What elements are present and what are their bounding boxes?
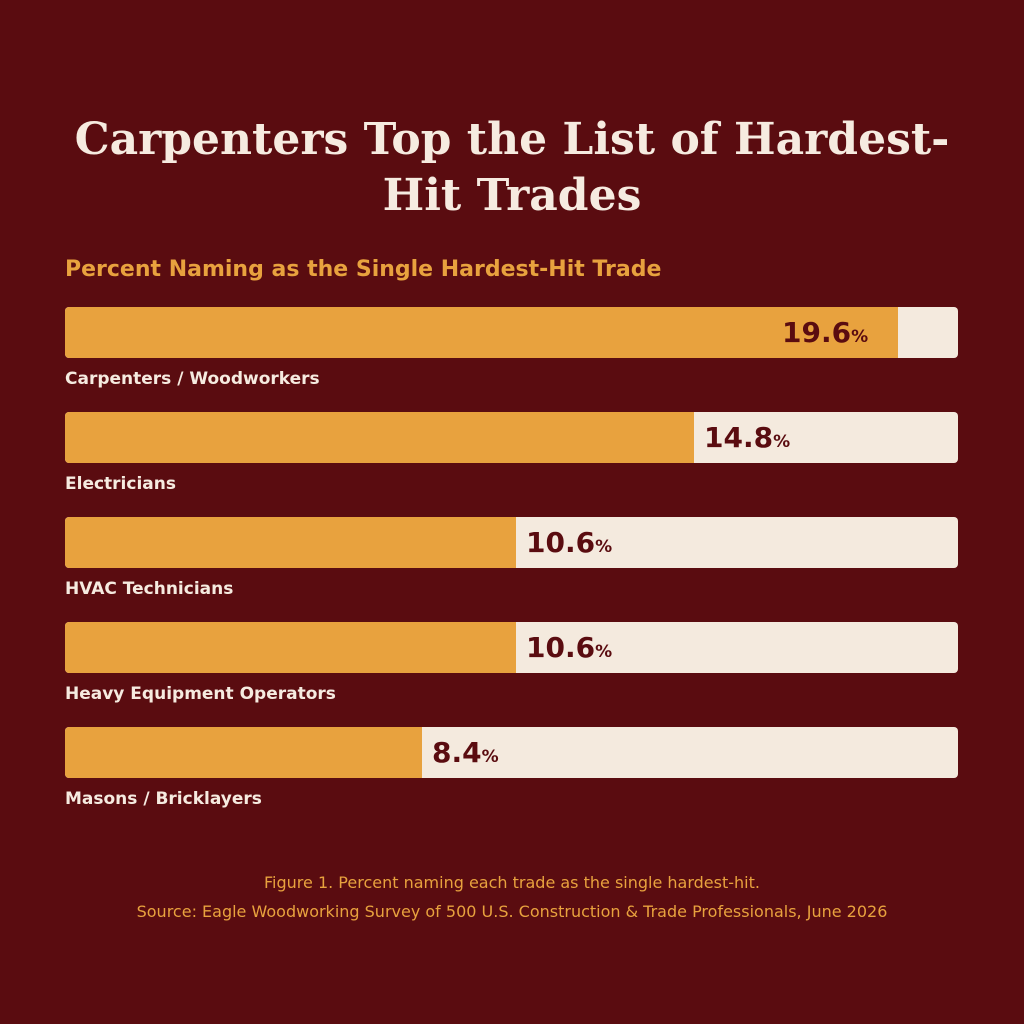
category-label: Heavy Equipment Operators bbox=[65, 684, 336, 704]
bar-row: 19.6% Carpenters / Woodworkers bbox=[65, 307, 958, 412]
bar bbox=[65, 412, 694, 463]
data-label-unit: % bbox=[773, 432, 791, 452]
chart-subtitle: Percent Naming as the Single Hardest-Hit… bbox=[65, 257, 662, 282]
category-label: HVAC Technicians bbox=[65, 579, 234, 599]
bar-chart: 19.6% Carpenters / Woodworkers 14.8% Electr… bbox=[65, 307, 958, 832]
data-label-value: 8.4 bbox=[432, 736, 482, 769]
bar bbox=[65, 622, 516, 673]
data-label: 10.6% bbox=[526, 517, 612, 568]
data-label-value: 19.6 bbox=[782, 316, 852, 349]
data-label-value: 10.6 bbox=[526, 526, 596, 559]
bar-track: 8.4% bbox=[65, 727, 958, 778]
data-label: 10.6% bbox=[526, 622, 612, 673]
bar-track: 10.6% bbox=[65, 517, 958, 568]
category-label: Carpenters / Woodworkers bbox=[65, 369, 320, 389]
chart-title: Carpenters Top the List of Hardest-Hit T… bbox=[74, 114, 950, 221]
category-label: Masons / Bricklayers bbox=[65, 789, 262, 809]
data-label-unit: % bbox=[851, 327, 869, 347]
source-note: Source: Eagle Woodworking Survey of 500 … bbox=[136, 902, 888, 921]
bar-row: 14.8% Electricians bbox=[65, 412, 958, 517]
data-label: 14.8% bbox=[704, 412, 790, 463]
bar-row: 10.6% Heavy Equipment Operators bbox=[65, 622, 958, 727]
bar-row: 8.4% Masons / Bricklayers bbox=[65, 727, 958, 832]
bar bbox=[65, 517, 516, 568]
data-label-value: 10.6 bbox=[526, 631, 596, 664]
category-label: Electricians bbox=[65, 474, 176, 494]
bar bbox=[65, 307, 898, 358]
bar-track: 10.6% bbox=[65, 622, 958, 673]
bar-row: 10.6% HVAC Technicians bbox=[65, 517, 958, 622]
data-label: 8.4% bbox=[432, 727, 499, 778]
data-label-unit: % bbox=[595, 537, 613, 557]
figure-caption: Figure 1. Percent naming each trade as t… bbox=[40, 868, 984, 926]
data-label-value: 14.8 bbox=[704, 421, 774, 454]
bar bbox=[65, 727, 422, 778]
data-label-unit: % bbox=[481, 747, 499, 767]
data-label: 19.6% bbox=[782, 307, 868, 358]
bar-track: 14.8% bbox=[65, 412, 958, 463]
figure-note: Figure 1. Percent naming each trade as t… bbox=[264, 873, 760, 892]
data-label-unit: % bbox=[595, 642, 613, 662]
bar-track: 19.6% bbox=[65, 307, 958, 358]
